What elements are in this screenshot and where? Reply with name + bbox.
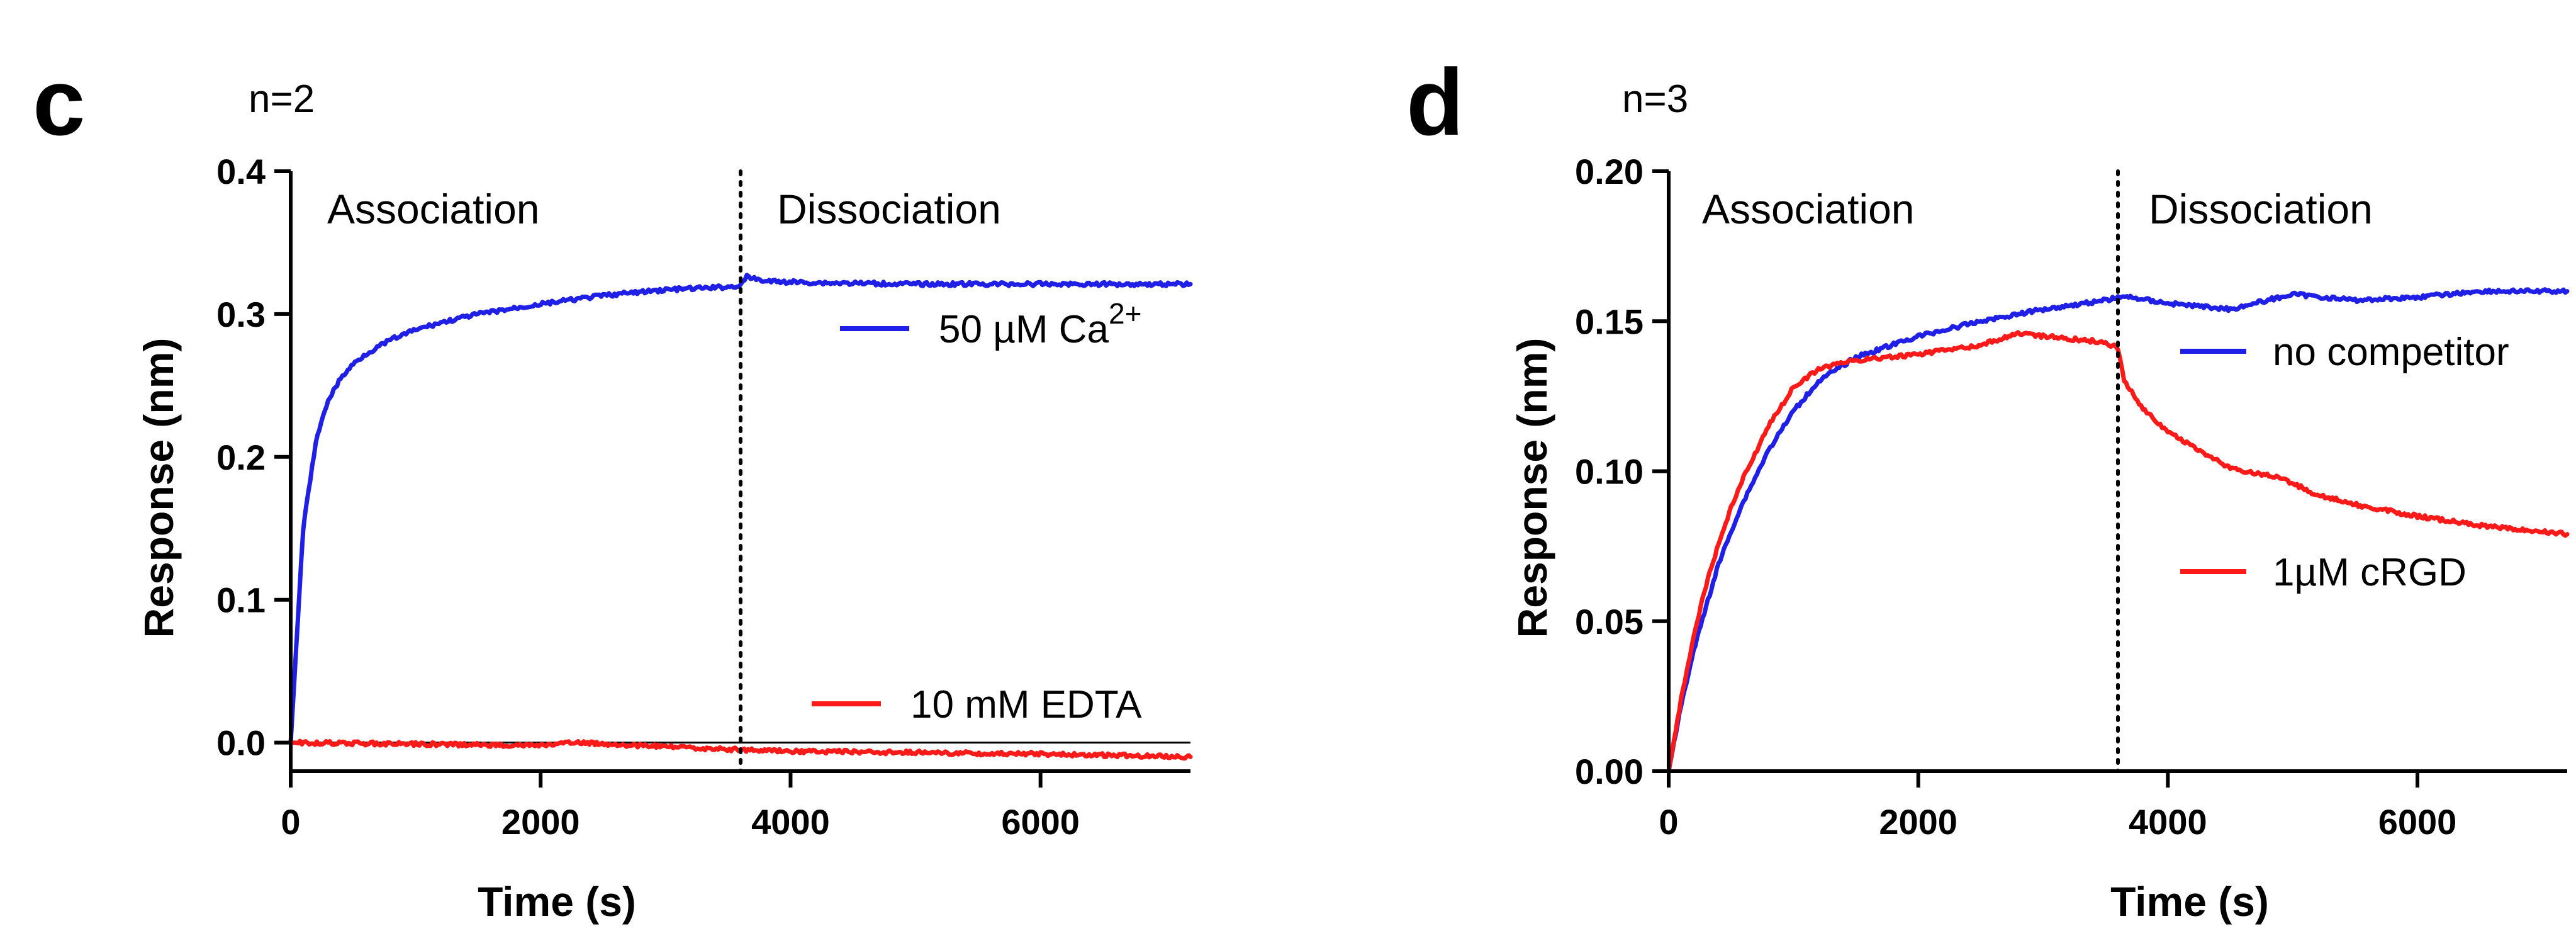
panel-c-ytick-label-4: 0.4 bbox=[216, 152, 266, 191]
panel-c-dissociation-label: Dissociation bbox=[777, 186, 1001, 232]
panel-d-ytick-label-4: 0.20 bbox=[1575, 152, 1644, 191]
panel-c-legend: 50 µM Ca2+ 10 mM EDTA bbox=[812, 297, 1142, 726]
panel-d-series-no-competitor bbox=[1666, 287, 2570, 774]
panel-d-y-axis-title: Response (nm) bbox=[1509, 338, 1555, 638]
panel-c-x-axis-title: Time (s) bbox=[478, 878, 636, 925]
panel-c-ytick-label-1: 0.1 bbox=[216, 580, 266, 620]
panel-d-series-1-m-crgd bbox=[1666, 330, 2570, 774]
panel-d-legend: no competitor 1µM cRGD bbox=[2180, 331, 2509, 594]
panel-d-series-layer bbox=[1666, 287, 2570, 774]
panel-d-xticks: 0 2000 4000 6000 bbox=[1659, 771, 2456, 842]
panel-c-xticks: 0 2000 4000 6000 bbox=[281, 771, 1080, 842]
panel-d-ytick-label-1: 0.05 bbox=[1575, 602, 1644, 641]
panel-d-ytick-label-3: 0.15 bbox=[1575, 302, 1644, 341]
panel-d-ytick-label-2: 0.10 bbox=[1575, 452, 1644, 492]
panel-d-legend-label-crgd: 1µM cRGD bbox=[2273, 551, 2467, 594]
panel-d-xtick-label-1: 2000 bbox=[1879, 802, 1957, 842]
panel-d-x-axis-title: Time (s) bbox=[2110, 878, 2269, 925]
panel-c-xtick-label-3: 6000 bbox=[1001, 802, 1080, 842]
panel-c-legend-label-ca-superscript: 2+ bbox=[1109, 297, 1141, 330]
panel-c-yticks: 0.0 0.1 0.2 0.3 0.4 bbox=[216, 152, 291, 763]
panel-c-legend-label-ca-main: 50 µM Ca bbox=[939, 308, 1109, 351]
panel-c-series-50-m-ca bbox=[288, 273, 1193, 745]
panel-c-legend-label-edta: 10 mM EDTA bbox=[910, 683, 1142, 726]
panel-c-xtick-label-0: 0 bbox=[281, 802, 300, 842]
panel-c-ytick-label-3: 0.3 bbox=[216, 295, 266, 334]
panel-c-plot: 0.0 0.1 0.2 0.3 0.4 0 2000 4000 6000 bbox=[216, 152, 1193, 842]
panel-c-xtick-label-2: 4000 bbox=[751, 802, 830, 842]
panel-c-ytick-label-0: 0.0 bbox=[216, 723, 266, 763]
panel-d-xtick-label-2: 4000 bbox=[2129, 802, 2207, 842]
panel-c-legend-label-ca: 50 µM Ca2+ bbox=[939, 297, 1142, 351]
panel-d-xtick-label-3: 6000 bbox=[2378, 802, 2457, 842]
panel-c-xtick-label-1: 2000 bbox=[501, 802, 580, 842]
panel-d-annotation: n=3 bbox=[1622, 77, 1688, 121]
panel-d-ytick-label-0: 0.00 bbox=[1575, 752, 1644, 791]
panel-d-legend-label-no-competitor: no competitor bbox=[2273, 331, 2509, 374]
panel-c: c n=2 0.0 0.1 0.2 0.3 0.4 0 2000 4000 6000 Asso… bbox=[33, 49, 1193, 925]
panel-d-yticks: 0.00 0.05 0.10 0.15 0.20 bbox=[1575, 152, 1669, 791]
panel-c-ytick-label-2: 0.2 bbox=[216, 438, 266, 477]
panel-d-dissociation-label: Dissociation bbox=[2149, 186, 2373, 232]
panel-c-y-axis-title: Response (nm) bbox=[135, 338, 182, 638]
panel-d-association-label: Association bbox=[1702, 186, 1915, 232]
panel-c-annotation: n=2 bbox=[249, 77, 315, 121]
panel-d-letter: d bbox=[1406, 49, 1464, 155]
panel-d-xtick-label-0: 0 bbox=[1659, 802, 1678, 842]
panel-d-plot: 0.00 0.05 0.10 0.15 0.20 0 2000 4000 6000 bbox=[1575, 152, 2570, 842]
panel-c-letter: c bbox=[33, 49, 85, 155]
panel-d: d n=3 0.00 0.05 0.10 0.15 0.20 0 2000 4000 6000… bbox=[1406, 49, 2570, 925]
panel-c-association-label: Association bbox=[327, 186, 540, 232]
